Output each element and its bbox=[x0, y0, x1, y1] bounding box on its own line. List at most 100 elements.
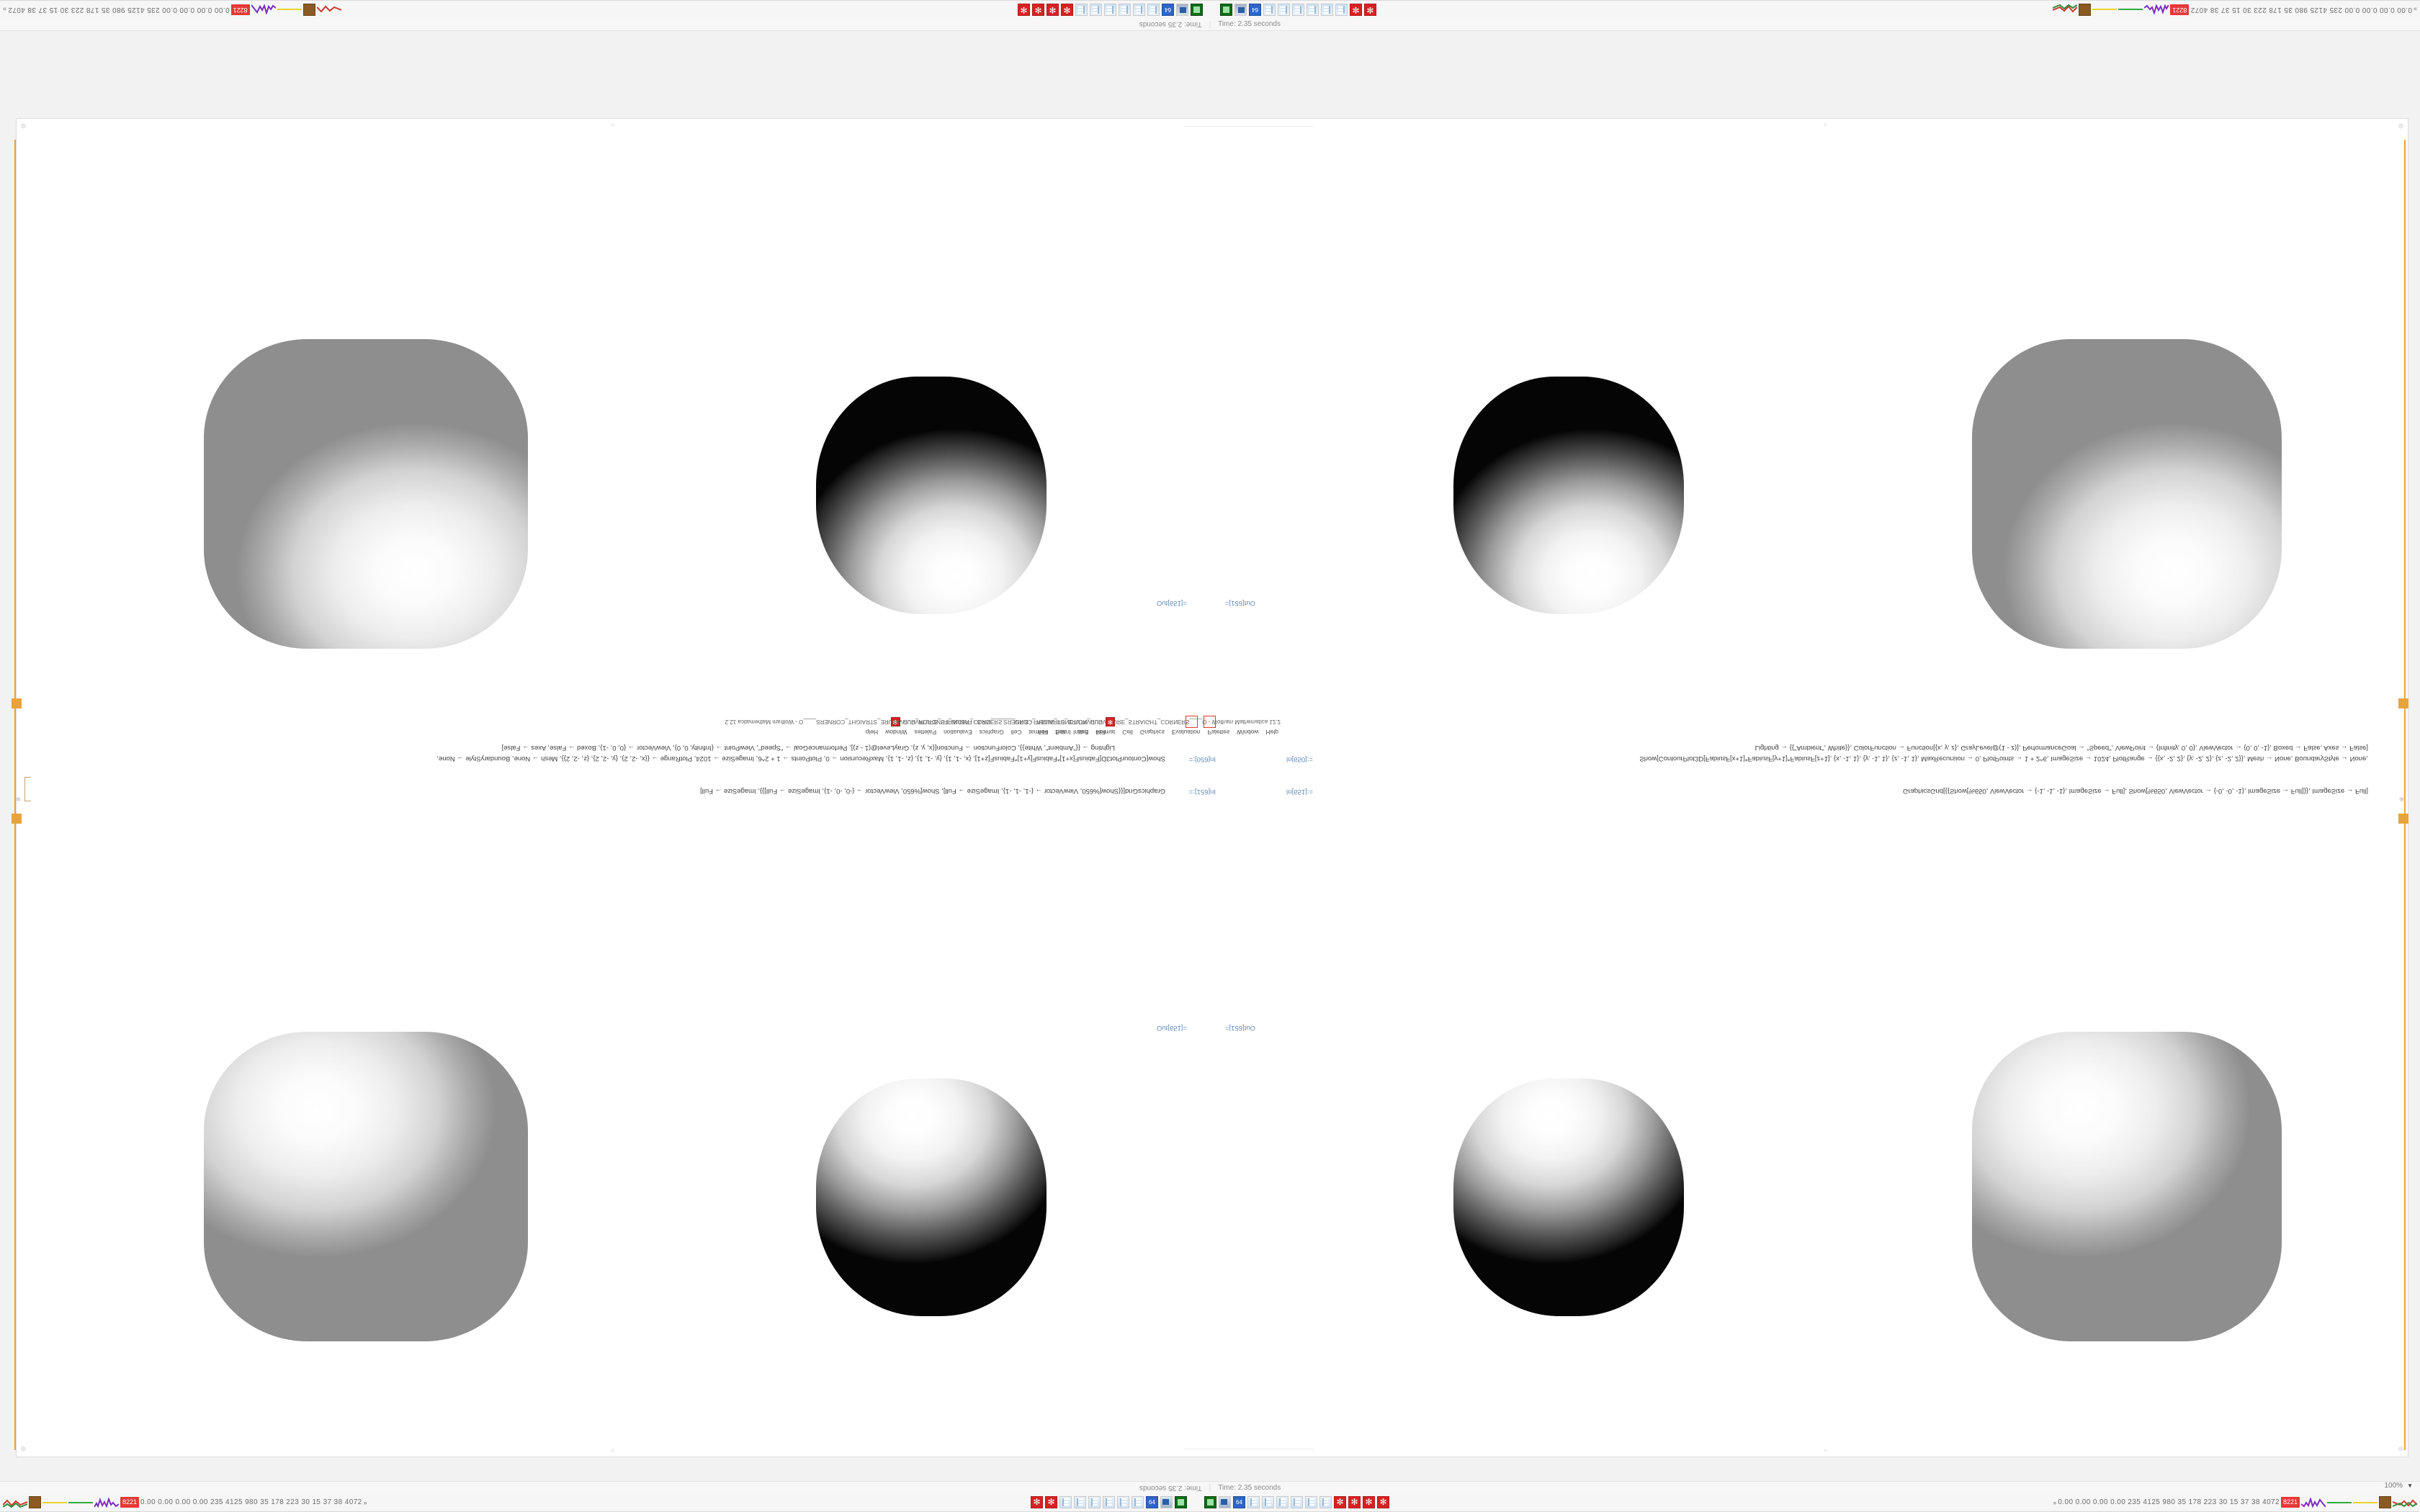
terminal-icon[interactable] bbox=[1204, 1496, 1216, 1508]
minimize-icon[interactable]: ⚇ bbox=[2398, 796, 2404, 802]
mathematica-icon[interactable] bbox=[1045, 1496, 1057, 1508]
mathematica-icon[interactable] bbox=[1363, 1496, 1375, 1508]
menu-palettes[interactable]: Palettes bbox=[1207, 729, 1230, 736]
surface-dark-sphere[interactable] bbox=[1453, 1079, 1684, 1316]
notebook-icon[interactable] bbox=[1319, 1496, 1332, 1508]
mathematica-icon[interactable] bbox=[1334, 1496, 1346, 1508]
surface-rounded-cube[interactable] bbox=[204, 339, 528, 649]
notebook-icon[interactable] bbox=[1059, 1496, 1072, 1508]
menu-window[interactable]: Window bbox=[885, 729, 908, 736]
menu-evaluation[interactable]: Evaluation bbox=[1171, 729, 1201, 736]
taskbar-top-right-group[interactable]: 8221 0.00 0.00 0.00 0.00 235 4125 980 35… bbox=[0, 4, 344, 16]
code-line-lighting-options[interactable]: Lighting → {{"Ambient", White}}, ColorFu… bbox=[501, 744, 1115, 752]
notebook-icon[interactable] bbox=[1263, 4, 1276, 16]
taskbar-top-left-group[interactable]: » 0.00 0.00 0.00 0.00 235 4125 980 35 17… bbox=[2050, 4, 2420, 16]
notebook-icon[interactable] bbox=[1307, 4, 1319, 16]
mathematica-icon[interactable] bbox=[1031, 1496, 1043, 1508]
notebook-icon[interactable] bbox=[1104, 4, 1116, 16]
notebook-icon[interactable] bbox=[1074, 1496, 1086, 1508]
notebook-icon[interactable] bbox=[1088, 1496, 1101, 1508]
mathematica-icon[interactable] bbox=[1047, 4, 1059, 16]
menu-edit[interactable]: Edit bbox=[1077, 729, 1089, 736]
notebook-icon[interactable] bbox=[1278, 4, 1290, 16]
notebook-icon[interactable] bbox=[1305, 1496, 1317, 1508]
monitor-icon[interactable] bbox=[1219, 1496, 1231, 1508]
taskbar-expand-icon[interactable]: » bbox=[363, 1498, 367, 1506]
menubar-right[interactable]: File Edit Insert Format Cell Graphics Ev… bbox=[694, 728, 1111, 737]
folder-brown-icon[interactable] bbox=[2379, 1496, 2391, 1508]
code-line-show-contourplot3d[interactable]: Show[ContourPlot3D[FabiusF[x+1]*FabiusF[… bbox=[436, 755, 1165, 762]
notebook-icon[interactable] bbox=[1262, 1496, 1274, 1508]
taskbar-expand-icon[interactable]: » bbox=[3, 6, 7, 14]
monitor-icon[interactable] bbox=[1160, 1496, 1173, 1508]
notebook-icon[interactable] bbox=[1247, 1496, 1260, 1508]
taskbar-bottom-app-icons[interactable] bbox=[370, 1496, 2051, 1508]
notebook-icon[interactable] bbox=[1119, 4, 1131, 16]
cell-bracket[interactable] bbox=[24, 777, 31, 801]
disk-icon[interactable] bbox=[1146, 1496, 1158, 1508]
code-line-graphicsgrid-mirrored[interactable]: GraphicsGrid[{{Show[%650, ViewVector → {… bbox=[1903, 787, 2368, 795]
mathematica-icon[interactable] bbox=[1377, 1496, 1389, 1508]
disk-icon[interactable] bbox=[1249, 4, 1261, 16]
titlebar-right[interactable]: CURVATURE_STRAIGHT_CORNERS____ON.8 - FAB… bbox=[683, 717, 1115, 726]
graphics-grid-output-upper[interactable] bbox=[31, 1010, 2408, 1356]
menu-format[interactable]: Format bbox=[1028, 729, 1049, 736]
notebook-icon[interactable] bbox=[1075, 4, 1088, 16]
code-line-lighting-options-mirrored[interactable]: Lighting → {{"Ambient", White}}, ColorFu… bbox=[1754, 744, 2368, 752]
surface-dark-sphere[interactable] bbox=[816, 377, 1047, 614]
notebook-icon[interactable] bbox=[1147, 4, 1160, 16]
menu-window[interactable]: Window bbox=[1237, 729, 1259, 736]
selection-highlight[interactable] bbox=[1186, 716, 1198, 728]
graphics-grid-output-lower[interactable] bbox=[31, 305, 2408, 665]
monitor-icon[interactable] bbox=[1234, 4, 1247, 16]
folder-brown-icon[interactable] bbox=[2079, 4, 2092, 16]
taskbar-bottom-right-group[interactable]: » 0.00 0.00 0.00 0.00 235 4125 980 35 17… bbox=[2050, 1496, 2420, 1508]
taskbar-expand-icon[interactable]: » bbox=[2053, 1498, 2057, 1506]
menu-cell[interactable]: Cell bbox=[1010, 729, 1022, 736]
surface-dark-sphere[interactable] bbox=[1453, 377, 1684, 614]
notebook-icon[interactable] bbox=[1335, 4, 1348, 16]
disk-icon[interactable] bbox=[1162, 4, 1174, 16]
menu-evaluation[interactable]: Evaluation bbox=[944, 729, 972, 736]
folder-brown-icon[interactable] bbox=[302, 4, 315, 16]
menu-graphics[interactable]: Graphics bbox=[1139, 729, 1165, 736]
mathematica-icon[interactable] bbox=[1106, 717, 1115, 726]
disk-icon[interactable] bbox=[1233, 1496, 1245, 1508]
taskbar-bottom[interactable]: 8221 0.00 0.00 0.00 0.00 235 4125 980 35… bbox=[0, 1493, 2420, 1512]
selection-highlight[interactable] bbox=[1204, 716, 1216, 728]
page-bracket-marker[interactable] bbox=[12, 698, 22, 708]
folder-brown-icon[interactable] bbox=[29, 1496, 41, 1508]
mathematica-icon[interactable] bbox=[1032, 4, 1044, 16]
menu-file[interactable]: File bbox=[1095, 729, 1106, 736]
code-line-graphicsgrid[interactable]: GraphicsGrid[{{Show[%650, ViewVector → {… bbox=[700, 787, 1165, 795]
mathematica-icon[interactable] bbox=[1348, 1496, 1361, 1508]
terminal-icon[interactable] bbox=[1220, 4, 1232, 16]
taskbar-bottom-left-group[interactable]: 8221 0.00 0.00 0.00 0.00 235 4125 980 35… bbox=[0, 1496, 370, 1508]
mathematica-icon[interactable] bbox=[1350, 4, 1362, 16]
mathematica-icon[interactable] bbox=[1018, 4, 1030, 16]
notebook-icon[interactable] bbox=[1131, 1496, 1144, 1508]
notebook-icon[interactable] bbox=[1090, 4, 1102, 16]
notebook-icon[interactable] bbox=[1103, 1496, 1115, 1508]
menu-help[interactable]: Help bbox=[1265, 729, 1278, 736]
mathematica-icon[interactable] bbox=[1061, 4, 1073, 16]
menu-help[interactable]: Help bbox=[865, 729, 879, 736]
notebook-icon[interactable] bbox=[1133, 4, 1145, 16]
page-bracket-marker[interactable] bbox=[12, 814, 22, 824]
notebook-icon[interactable] bbox=[1117, 1496, 1129, 1508]
menu-cell[interactable]: Cell bbox=[1122, 729, 1133, 736]
mathematica-icon[interactable] bbox=[1364, 4, 1376, 16]
surface-rounded-cube[interactable] bbox=[1972, 339, 2282, 649]
notebook-icon[interactable] bbox=[1292, 4, 1304, 16]
taskbar-top[interactable]: » 0.00 0.00 0.00 0.00 235 4125 980 35 17… bbox=[0, 0, 2420, 19]
notebook-icon[interactable] bbox=[1291, 1496, 1303, 1508]
terminal-icon[interactable] bbox=[1191, 4, 1203, 16]
chevron-down-icon[interactable]: ▼ bbox=[2407, 1482, 2413, 1489]
surface-rounded-cube[interactable] bbox=[1972, 1032, 2282, 1341]
page-bracket-marker[interactable] bbox=[2398, 698, 2408, 708]
minimize-icon[interactable]: ⚇ bbox=[16, 796, 22, 802]
terminal-icon[interactable] bbox=[1175, 1496, 1187, 1508]
zoom-control-bottom[interactable]: 100% ▼ bbox=[2385, 1482, 2414, 1490]
code-line-show-contourplot3d-mirrored[interactable]: Show[ContourPlot3D[FabiusF[x+1]*FabiusF[… bbox=[1639, 755, 2368, 762]
menu-graphics[interactable]: Graphics bbox=[979, 729, 1004, 736]
